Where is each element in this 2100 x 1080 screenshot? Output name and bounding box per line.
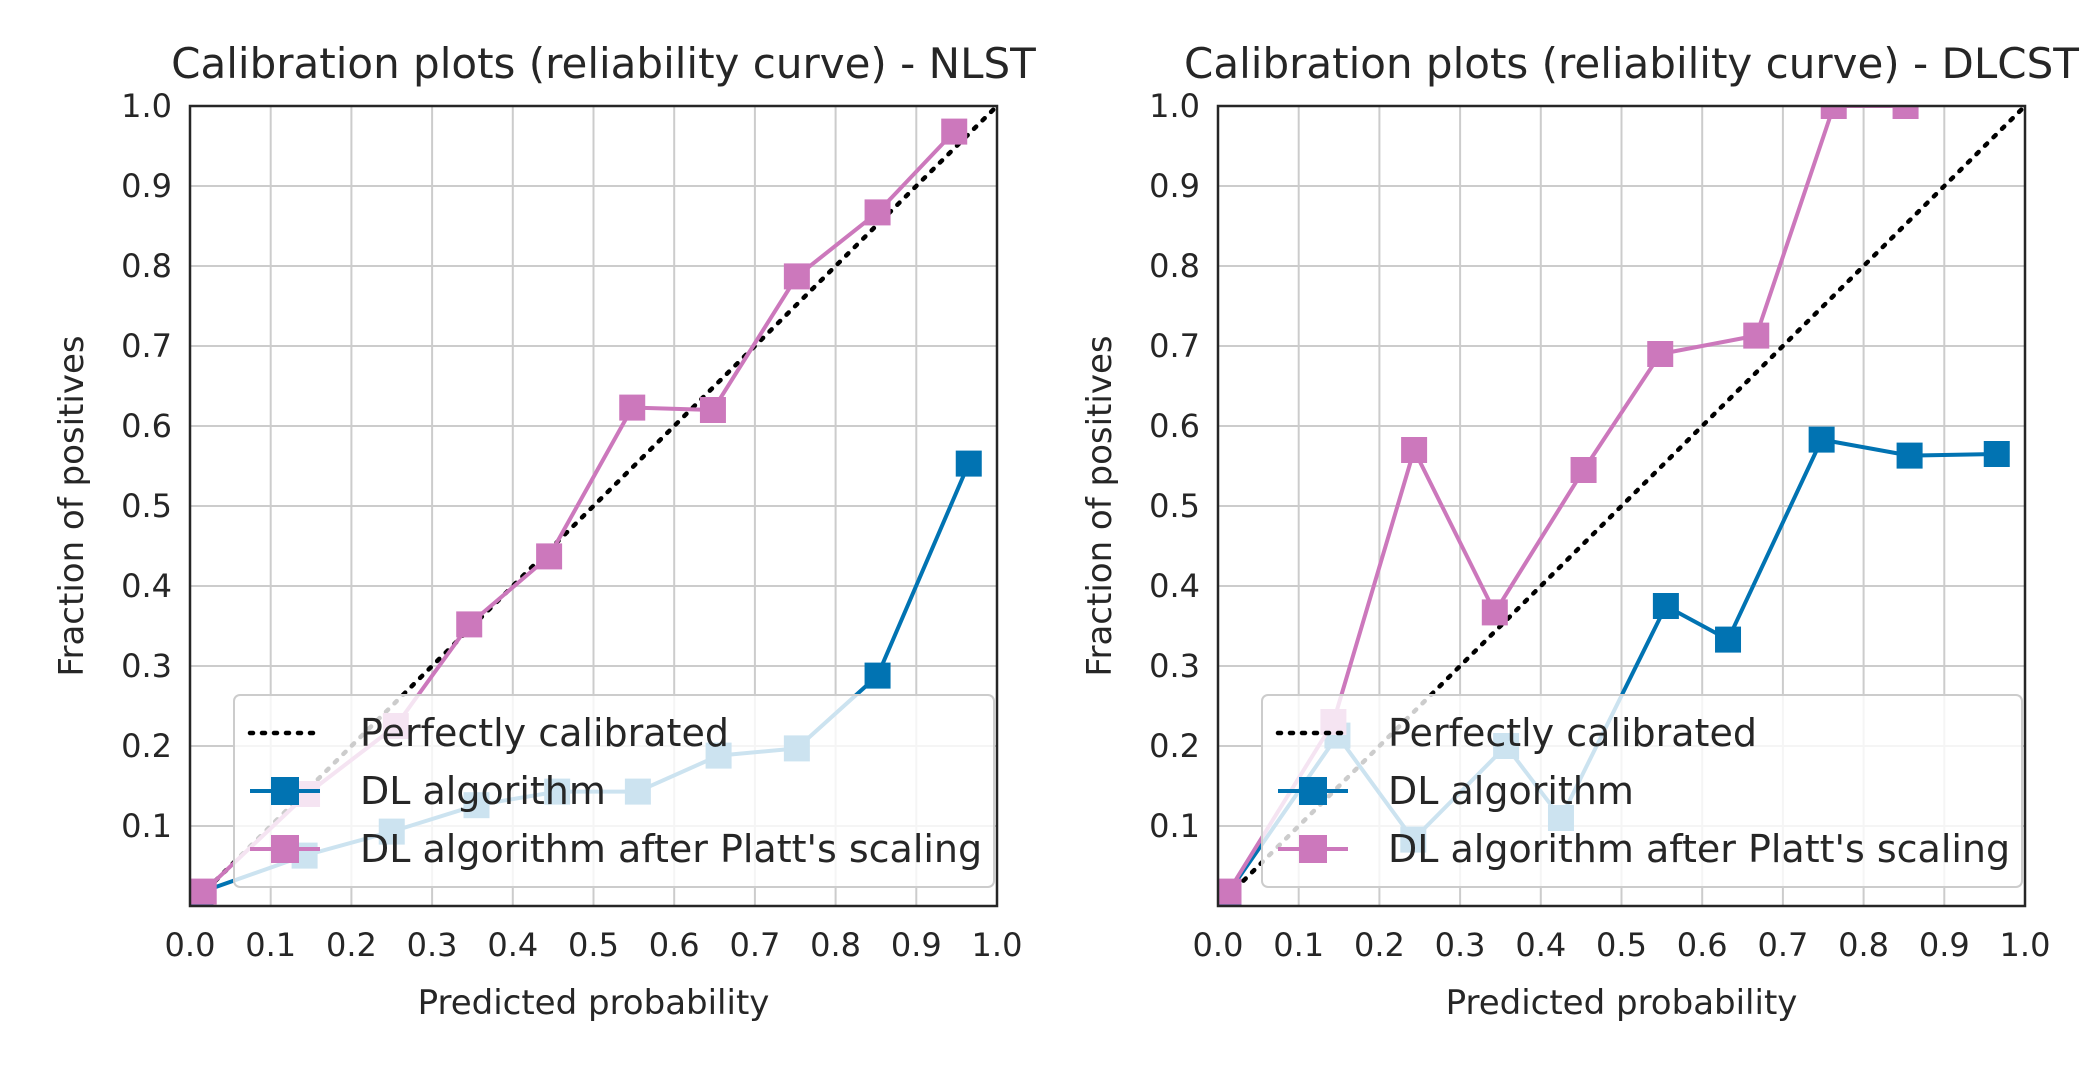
data-point-marker <box>190 878 217 905</box>
legend-label-0: Perfectly calibrated <box>360 711 729 755</box>
data-point-marker <box>1481 599 1508 626</box>
data-point-marker <box>941 118 968 145</box>
y-tick-label: 0.1 <box>121 807 172 845</box>
y-tick-label: 0.4 <box>121 567 172 605</box>
data-point-marker <box>864 662 891 689</box>
series-line-0 <box>1218 106 2025 906</box>
x-tick-label: 0.5 <box>568 926 619 964</box>
data-point-marker <box>864 199 891 226</box>
dlcst-calibration-panel: 0.0 0.1 0.2 0.3 0.4 0.5 0.6 0.7 0.8 0.9 1.0 0.1 0.2… <box>1080 39 2079 1023</box>
legend-marker-2 <box>1299 835 1327 863</box>
axes-frame <box>1216 104 2027 908</box>
y-tick-label: 0.8 <box>1149 247 1200 285</box>
y-axis-label: Fraction of positives <box>1080 335 1120 676</box>
y-axis-label: Fraction of positives <box>52 335 92 676</box>
x-tick-label: 0.3 <box>1435 926 1486 964</box>
y-tick-label: 0.8 <box>121 247 172 285</box>
data-point-marker <box>1652 593 1679 619</box>
legend: Perfectly calibrated DL algorithm DL algor… <box>233 694 995 888</box>
legend-label-1: DL algorithm <box>1388 769 1634 813</box>
x-tick-label: 0.0 <box>165 926 216 964</box>
y-tick-label: 0.1 <box>1149 807 1200 845</box>
x-axis-label: Predicted probability <box>418 983 770 1023</box>
legend-marker-2 <box>271 835 299 863</box>
y-tick-label: 0.2 <box>121 727 172 765</box>
legend-marker-1 <box>1299 777 1327 805</box>
y-tick-label: 1.0 <box>121 87 172 125</box>
data-point-marker <box>1808 426 1835 453</box>
x-tick-label: 0.6 <box>649 926 700 964</box>
data-point-marker <box>1570 457 1597 483</box>
x-tick-label: 0.9 <box>1919 926 1970 964</box>
data-point-marker <box>1647 341 1674 367</box>
y-tick-label: 1.0 <box>1149 87 1200 125</box>
y-tick-label: 0.2 <box>1149 727 1200 765</box>
legend-box <box>1261 694 2023 888</box>
data-point-marker <box>1401 437 1428 463</box>
data-point-marker <box>1983 441 2010 467</box>
axes-frame <box>188 104 999 908</box>
x-tick-label: 0.7 <box>1757 926 1808 964</box>
x-tick-label: 0.7 <box>729 926 780 964</box>
x-tick-label: 0.1 <box>1273 926 1324 964</box>
x-tick-label: 0.5 <box>1596 926 1647 964</box>
data-point-marker <box>1896 442 1923 469</box>
chart-title: Calibration plots (reliability curve) - … <box>171 39 1036 88</box>
x-axis-label: Predicted probability <box>1446 983 1798 1023</box>
x-tick-label: 0.0 <box>1193 926 1244 964</box>
x-tick-labels: 0.0 0.1 0.2 0.3 0.4 0.5 0.6 0.7 0.8 0.9 1.0 <box>165 926 1023 964</box>
nlst-calibration-panel: 0.0 0.1 0.2 0.3 0.4 0.5 0.6 0.7 0.8 0.9 1.0 0.1 0.2… <box>52 39 1036 1023</box>
x-tick-label: 0.8 <box>810 926 861 964</box>
x-tick-label: 0.8 <box>1838 926 1889 964</box>
data-point-marker <box>1743 322 1770 349</box>
y-tick-label: 0.7 <box>1149 327 1200 365</box>
y-tick-label: 0.6 <box>1149 407 1200 445</box>
y-tick-labels: 0.1 0.2 0.3 0.4 0.5 0.6 0.7 0.8 0.9 1.0 <box>1149 87 1200 845</box>
data-point-marker <box>783 263 810 290</box>
data-point-marker <box>456 611 483 638</box>
legend-label-1: DL algorithm <box>360 769 606 813</box>
legend-label-0: Perfectly calibrated <box>1388 711 1757 755</box>
y-tick-label: 0.9 <box>1149 167 1200 205</box>
data-point-marker <box>1820 106 1847 119</box>
x-tick-label: 0.6 <box>1677 926 1728 964</box>
x-tick-label: 1.0 <box>972 926 1023 964</box>
x-tick-labels: 0.0 0.1 0.2 0.3 0.4 0.5 0.6 0.7 0.8 0.9 1.0 <box>1193 926 2051 964</box>
y-tick-label: 0.6 <box>121 407 172 445</box>
legend-label-2: DL algorithm after Platt's scaling <box>1388 827 2010 871</box>
data-point-marker <box>619 394 646 421</box>
x-tick-label: 0.2 <box>1354 926 1405 964</box>
data-point-marker <box>1892 106 1919 119</box>
y-tick-label: 0.4 <box>1149 567 1200 605</box>
y-tick-label: 0.7 <box>121 327 172 365</box>
legend-label-2: DL algorithm after Platt's scaling <box>360 827 982 871</box>
data-point-marker <box>536 543 563 570</box>
chart-title: Calibration plots (reliability curve) - … <box>1184 39 2079 88</box>
y-tick-label: 0.5 <box>1149 487 1200 525</box>
x-tick-label: 0.9 <box>891 926 942 964</box>
x-tick-label: 0.1 <box>245 926 296 964</box>
legend-marker-1 <box>271 777 299 805</box>
legend: Perfectly calibrated DL algorithm DL algor… <box>1261 694 2023 888</box>
y-tick-labels: 0.1 0.2 0.3 0.4 0.5 0.6 0.7 0.8 0.9 1.0 <box>121 87 172 845</box>
x-tick-label: 1.0 <box>2000 926 2051 964</box>
x-tick-label: 0.2 <box>326 926 377 964</box>
data-point-marker <box>1715 626 1742 653</box>
x-tick-label: 0.4 <box>487 926 538 964</box>
y-tick-label: 0.3 <box>121 647 172 685</box>
y-tick-label: 0.5 <box>121 487 172 525</box>
legend-box <box>233 694 995 888</box>
x-tick-label: 0.4 <box>1515 926 1566 964</box>
data-point-marker <box>1218 878 1242 905</box>
x-tick-label: 0.3 <box>407 926 458 964</box>
y-tick-label: 0.3 <box>1149 647 1200 685</box>
data-point-marker <box>955 450 982 477</box>
data-point-marker <box>699 397 726 423</box>
y-tick-label: 0.9 <box>121 167 172 205</box>
series-line-0 <box>190 106 997 906</box>
